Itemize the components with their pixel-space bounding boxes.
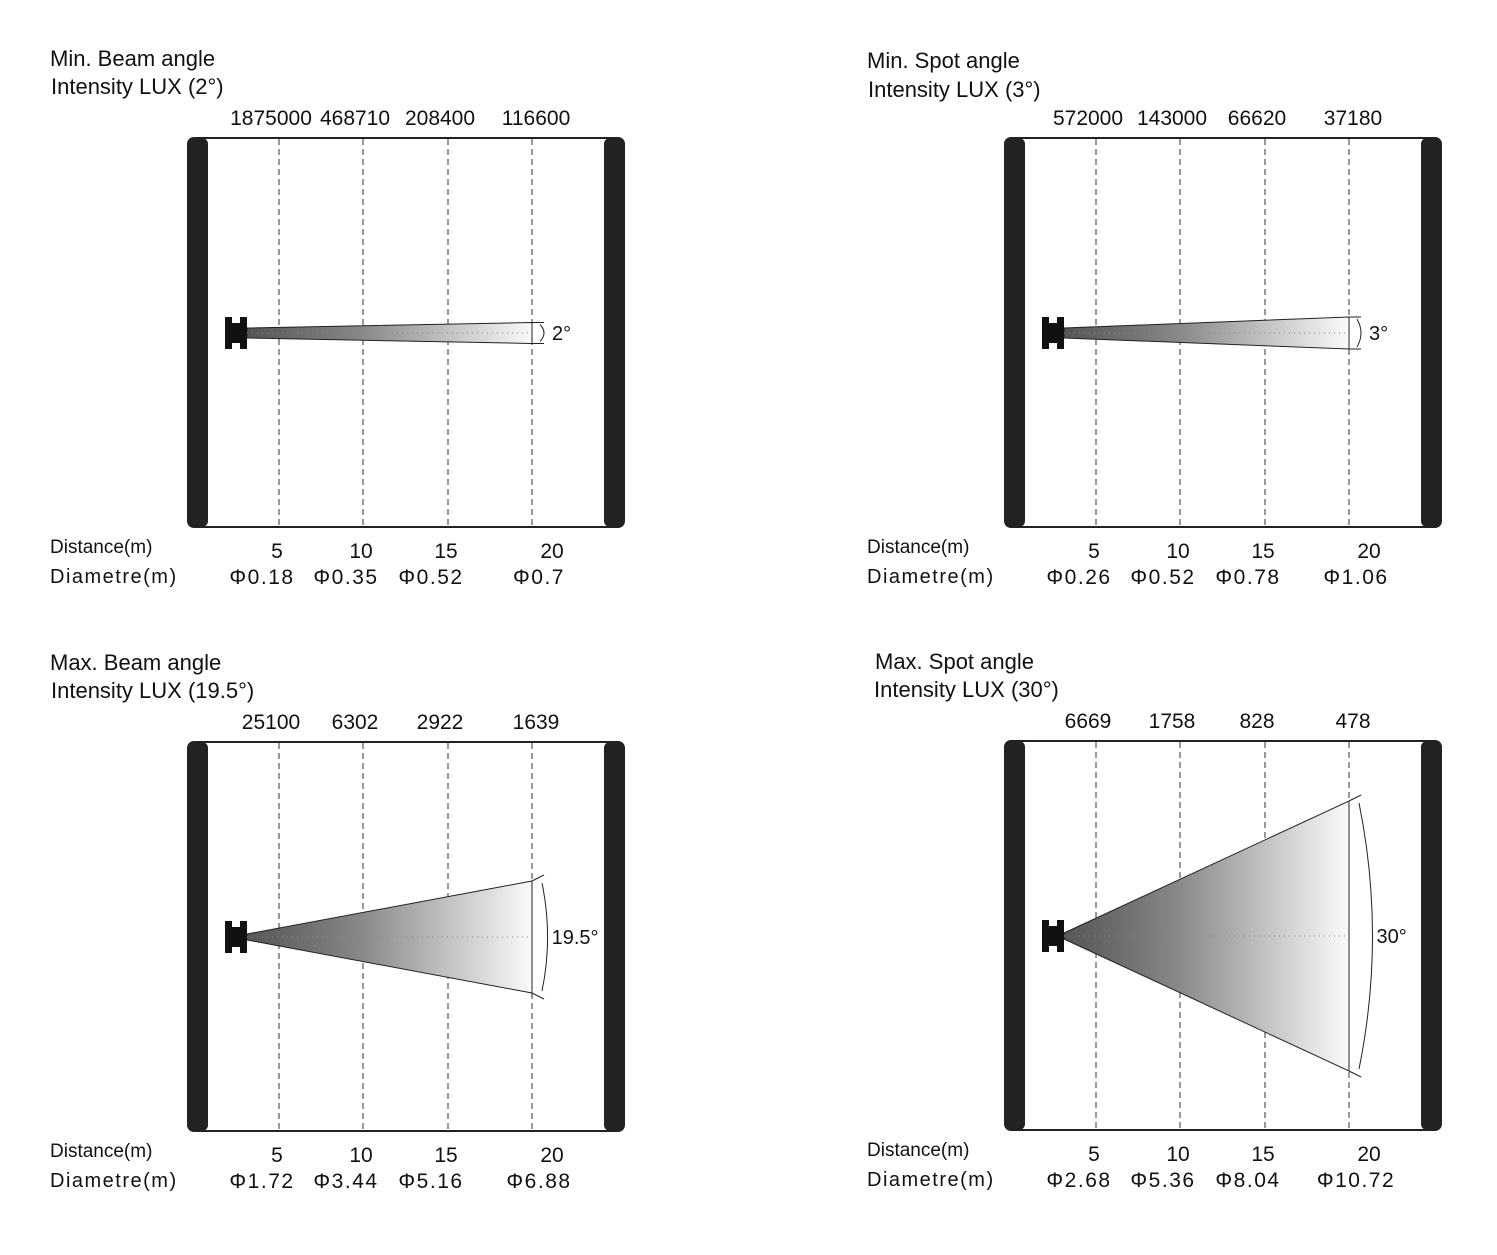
panel-title: Max. Beam angle	[50, 650, 222, 675]
panel-subtitle: Intensity LUX (30°)	[874, 677, 1059, 702]
diameter-value: Φ0.52	[1130, 566, 1196, 589]
angle-arc	[1358, 802, 1373, 1070]
right-wall	[604, 138, 624, 527]
angle-arc	[539, 324, 545, 342]
distance-label: Distance(m)	[867, 537, 970, 558]
diameter-value: Φ0.7	[513, 566, 565, 589]
diameter-value: Φ0.52	[398, 566, 464, 589]
panel-subtitle: Intensity LUX (2°)	[51, 74, 224, 99]
angle-arc	[1356, 318, 1362, 348]
distance-value: 15	[434, 540, 458, 563]
diameter-value: Φ1.06	[1323, 566, 1389, 589]
distance-value: 10	[1166, 1143, 1190, 1166]
panel-title: Min. Beam angle	[50, 46, 216, 71]
diameter-value: Φ0.78	[1215, 566, 1281, 589]
beam-edge-ext	[531, 874, 545, 882]
lux-value: 572000	[1052, 107, 1124, 130]
fixture-icon	[225, 317, 247, 349]
angle-label: 19.5°	[552, 927, 599, 949]
diameter-value: Φ10.72	[1316, 1169, 1396, 1192]
beam-edge-ext	[531, 992, 545, 1000]
diameter-label: Diametre(m)	[50, 1170, 178, 1192]
left-wall	[1005, 741, 1025, 1130]
left-wall	[188, 742, 208, 1131]
fixture-icon	[1042, 920, 1064, 952]
diameter-label: Diametre(m)	[867, 1169, 995, 1191]
beam-edge-ext	[1348, 1070, 1362, 1078]
left-wall	[188, 138, 208, 527]
panel-subtitle: Intensity LUX (3°)	[868, 77, 1041, 102]
distance-value: 15	[1251, 540, 1275, 563]
panel-title: Max. Spot angle	[875, 649, 1034, 674]
left-wall	[1005, 138, 1025, 527]
lux-value: 1875000	[230, 107, 312, 130]
diameter-value: Φ6.88	[506, 1170, 572, 1193]
lux-value: 478	[1335, 710, 1371, 733]
angle-label: 30°	[1377, 926, 1407, 948]
distance-value: 5	[1088, 540, 1100, 563]
right-wall	[1421, 741, 1441, 1130]
right-wall	[604, 742, 624, 1131]
lux-value: 208400	[404, 107, 476, 130]
diameter-value: Φ1.72	[229, 1170, 295, 1193]
lux-value: 1758	[1148, 710, 1196, 733]
diameter-value: Φ2.68	[1046, 1169, 1112, 1192]
angle-label: 2°	[552, 323, 571, 345]
distance-value: 10	[349, 540, 373, 563]
diameter-label: Diametre(m)	[50, 566, 178, 588]
distance-label: Distance(m)	[867, 1140, 970, 1161]
distance-label: Distance(m)	[50, 1141, 153, 1162]
diameter-value: Φ0.26	[1046, 566, 1112, 589]
distance-value: 5	[271, 540, 283, 563]
diameter-value: Φ3.44	[313, 1170, 379, 1193]
lux-value: 468710	[319, 107, 391, 130]
lux-value: 2922	[416, 711, 464, 734]
angle-label: 3°	[1369, 323, 1388, 345]
lux-value: 1639	[512, 711, 560, 734]
lux-value: 6302	[331, 711, 379, 734]
beam-edge-ext	[1348, 794, 1362, 802]
fixture-icon	[1042, 317, 1064, 349]
angle-arc	[541, 882, 549, 992]
distance-value: 20	[540, 540, 564, 563]
right-wall	[1421, 138, 1441, 527]
distance-value: 20	[540, 1144, 564, 1167]
distance-value: 20	[1357, 1143, 1381, 1166]
lux-value: 25100	[241, 711, 301, 734]
panel-title: Min. Spot angle	[867, 48, 1020, 73]
lux-value: 37180	[1323, 107, 1383, 130]
distance-value: 20	[1357, 540, 1381, 563]
lux-value: 116600	[501, 107, 571, 130]
diameter-value: Φ8.04	[1215, 1169, 1281, 1192]
distance-value: 5	[1088, 1143, 1100, 1166]
distance-value: 10	[349, 1144, 373, 1167]
lux-value: 66620	[1227, 107, 1287, 130]
diameter-value: Φ0.18	[229, 566, 295, 589]
distance-value: 5	[271, 1144, 283, 1167]
distance-value: 10	[1166, 540, 1190, 563]
lux-value: 143000	[1136, 107, 1208, 130]
distance-value: 15	[434, 1144, 458, 1167]
lux-value: 828	[1239, 710, 1275, 733]
diameter-value: Φ5.36	[1130, 1169, 1196, 1192]
distance-value: 15	[1251, 1143, 1275, 1166]
diameter-label: Diametre(m)	[867, 566, 995, 588]
fixture-icon	[225, 921, 247, 953]
distance-label: Distance(m)	[50, 537, 153, 558]
lux-value: 6669	[1064, 710, 1112, 733]
panel-subtitle: Intensity LUX (19.5°)	[51, 678, 255, 703]
diameter-value: Φ5.16	[398, 1170, 464, 1193]
diameter-value: Φ0.35	[313, 566, 379, 589]
